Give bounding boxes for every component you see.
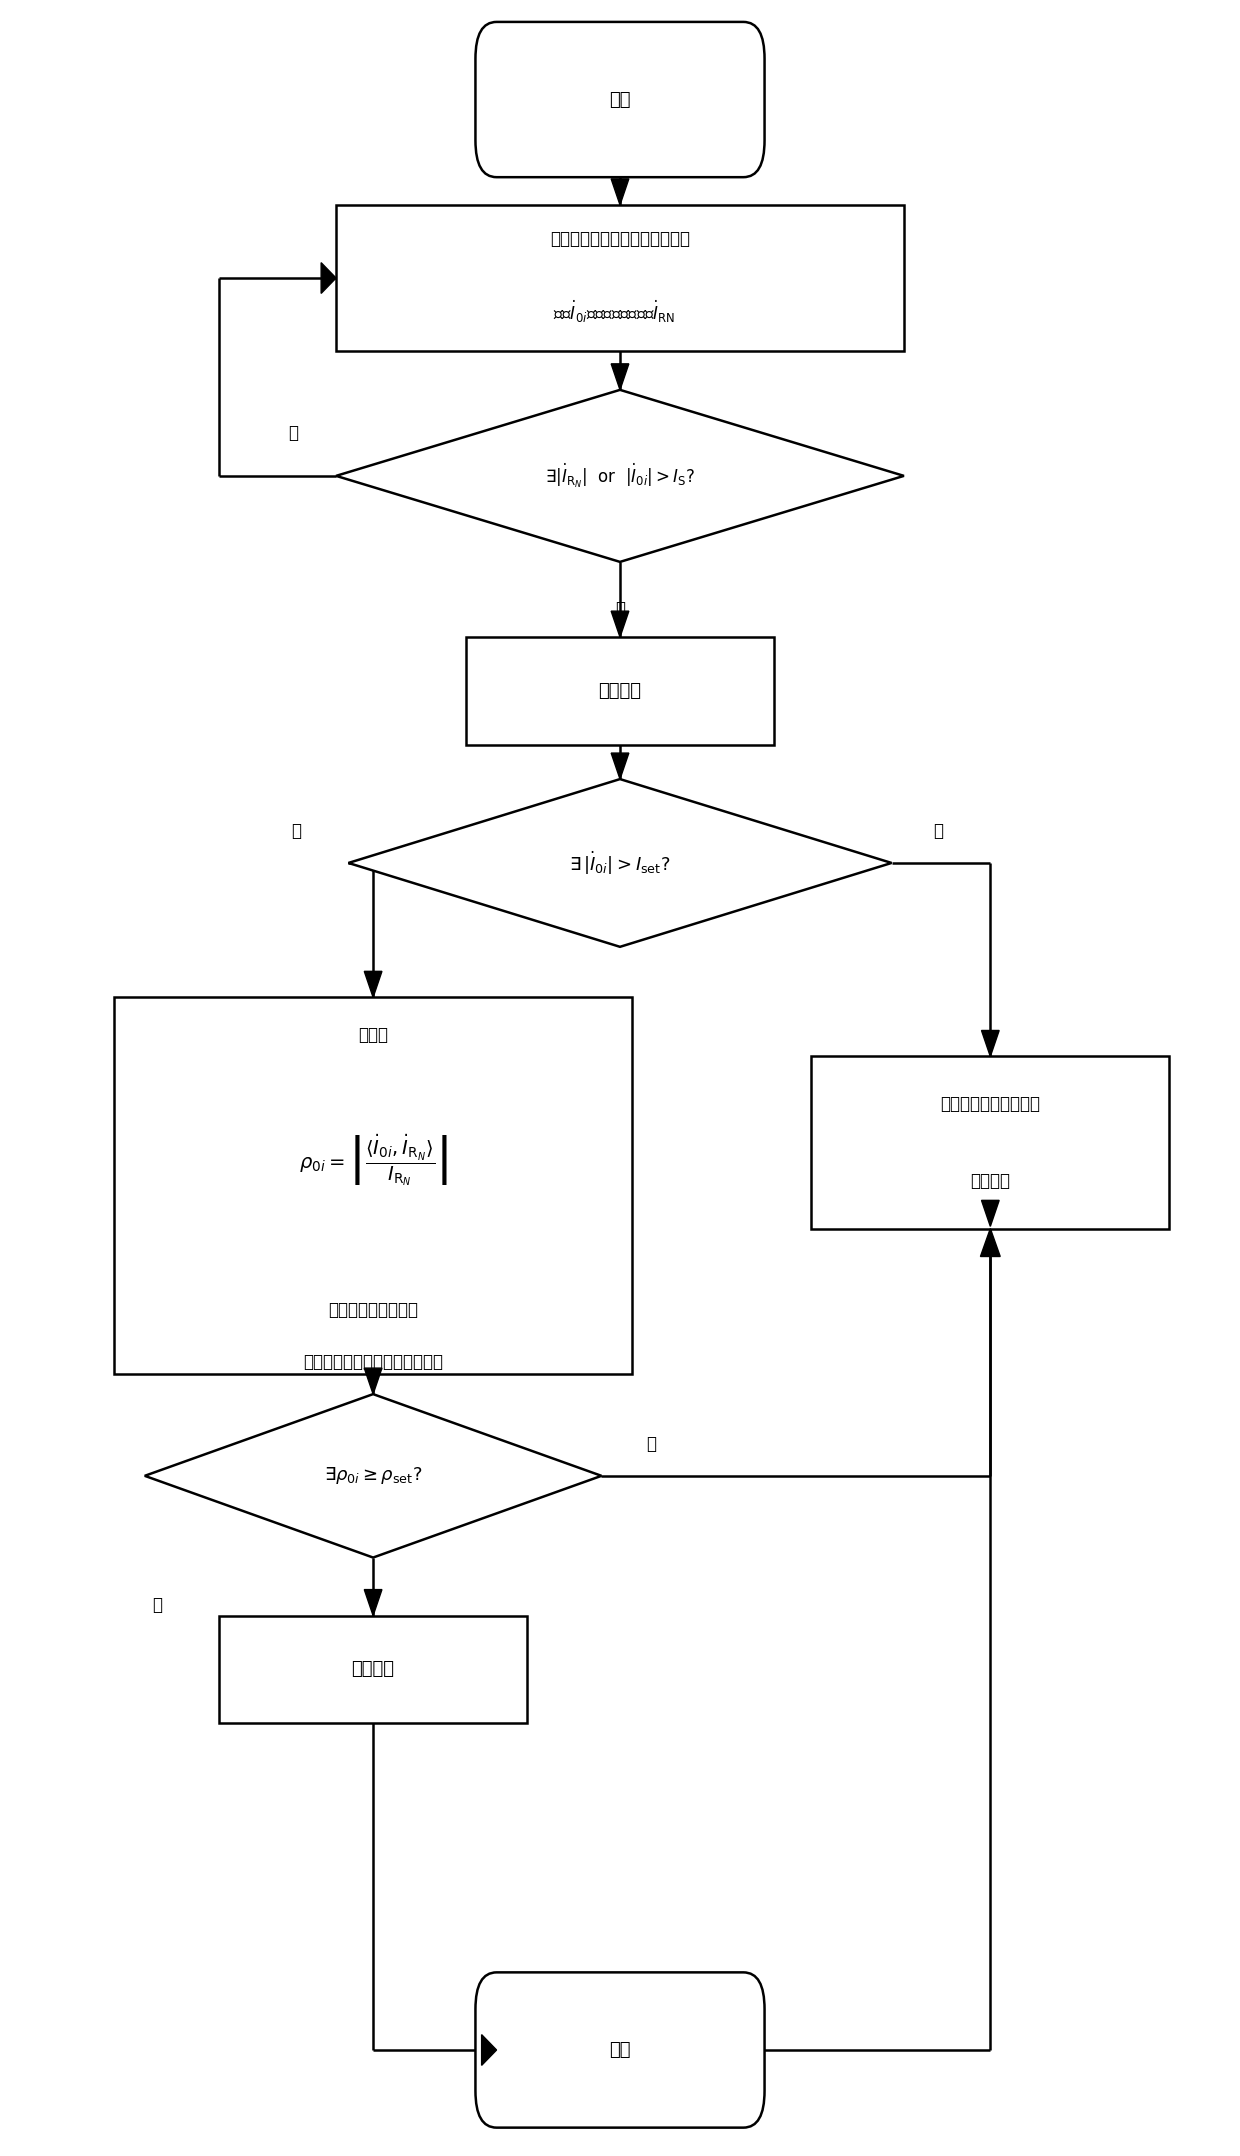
Polygon shape xyxy=(611,752,629,778)
Text: 是: 是 xyxy=(646,1434,656,1453)
Bar xyxy=(114,998,632,1373)
Polygon shape xyxy=(982,1201,999,1227)
Text: 计算各出线零序电流: 计算各出线零序电流 xyxy=(329,1302,418,1319)
Text: 否: 否 xyxy=(153,1595,162,1615)
Bar xyxy=(218,1615,527,1723)
Polygon shape xyxy=(365,1589,382,1615)
Text: 保护返回: 保护返回 xyxy=(352,1660,394,1677)
Text: 是: 是 xyxy=(934,821,944,839)
Polygon shape xyxy=(145,1395,601,1557)
Text: 切除故障: 切除故障 xyxy=(971,1173,1011,1190)
Text: 否: 否 xyxy=(288,425,298,442)
Text: 是: 是 xyxy=(615,599,625,619)
Polygon shape xyxy=(365,1369,382,1395)
FancyBboxPatch shape xyxy=(475,1973,765,2128)
Polygon shape xyxy=(481,2035,496,2065)
Polygon shape xyxy=(348,778,892,946)
Text: 保护启动: 保护启动 xyxy=(599,681,641,701)
Text: 集中式保护装置采集各出线零序: 集中式保护装置采集各出线零序 xyxy=(551,231,689,248)
Polygon shape xyxy=(611,364,629,390)
Text: $\exists|\dot{I}_{{\rm R}_N}|$  or  $|\dot{I}_{0i}|>I_{\rm S}$?: $\exists|\dot{I}_{{\rm R}_N}|$ or $|\dot… xyxy=(544,461,696,489)
Text: $\exists\,|\dot{I}_{0i}|>I_{\rm set}$?: $\exists\,|\dot{I}_{0i}|>I_{\rm set}$? xyxy=(569,849,671,877)
Text: 否: 否 xyxy=(291,821,301,839)
Bar xyxy=(336,205,904,351)
Polygon shape xyxy=(611,610,629,638)
Text: 按公式: 按公式 xyxy=(358,1026,388,1044)
Polygon shape xyxy=(336,390,904,563)
Text: $\rho_{0i}=\left|\dfrac{\langle\dot{I}_{0i},\dot{I}_{{\rm R}_N}\rangle}{I_{{\rm : $\rho_{0i}=\left|\dfrac{\langle\dot{I}_{… xyxy=(299,1132,448,1188)
Text: 电流$\dot{I}_{0i}$及中性点零序电流$\dot{I}_{\rm RN}$: 电流$\dot{I}_{0i}$及中性点零序电流$\dot{I}_{\rm RN… xyxy=(553,300,675,326)
Polygon shape xyxy=(365,972,382,998)
Polygon shape xyxy=(981,1229,1001,1257)
Bar xyxy=(811,1056,1169,1229)
Text: 结束: 结束 xyxy=(609,2042,631,2059)
FancyBboxPatch shape xyxy=(475,22,765,177)
Polygon shape xyxy=(321,263,336,293)
Text: 该出线的断路器动作，: 该出线的断路器动作， xyxy=(940,1095,1040,1112)
Polygon shape xyxy=(611,179,629,205)
Polygon shape xyxy=(982,1031,999,1056)
Text: 在中性点零序电流上的投影系数: 在中性点零序电流上的投影系数 xyxy=(303,1352,443,1371)
Text: 开始: 开始 xyxy=(609,91,631,108)
Text: $\exists\rho_{0i}\geq\rho_{\rm set}$?: $\exists\rho_{0i}\geq\rho_{\rm set}$? xyxy=(324,1466,423,1485)
Bar xyxy=(466,638,774,744)
